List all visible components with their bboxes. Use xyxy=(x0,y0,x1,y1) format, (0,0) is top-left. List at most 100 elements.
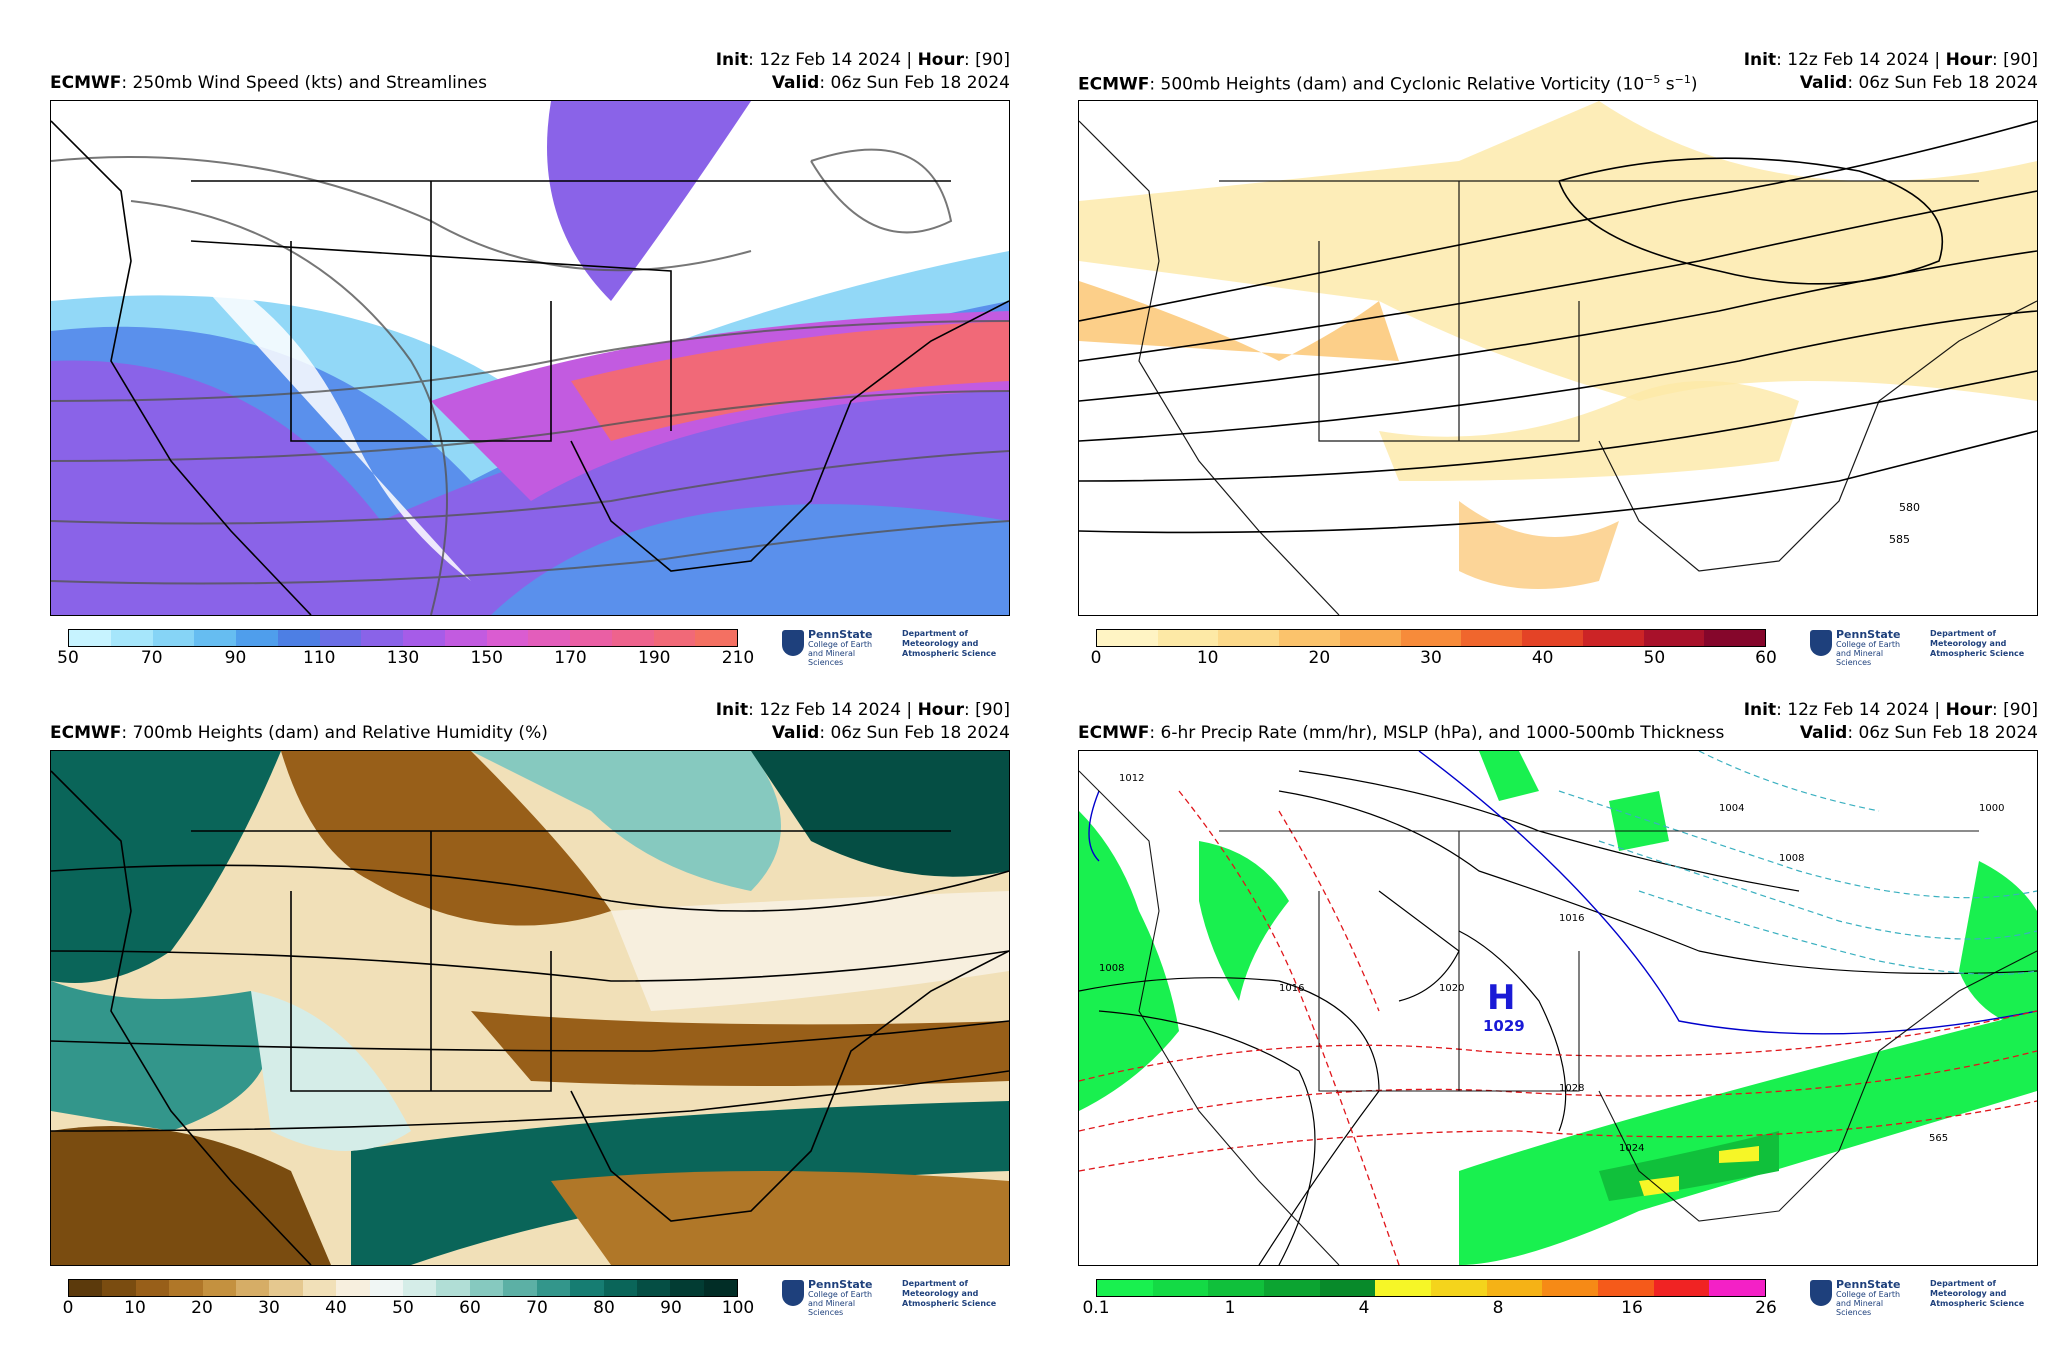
colorbar-tick-label: 100 xyxy=(721,1298,755,1318)
panel-title: ECMWF: 700mb Heights (dam) and Relative … xyxy=(50,723,548,743)
colorbar-tick-label: 70 xyxy=(526,1298,548,1318)
colorbar-tick-label: 150 xyxy=(470,648,503,668)
svg-text:580: 580 xyxy=(1899,501,1920,514)
colorbar-tick-label: 10 xyxy=(1196,648,1219,668)
colorbar-tick-label: 50 xyxy=(57,648,79,668)
pennstate-shield-icon xyxy=(1810,1280,1832,1306)
colorbar-swatch xyxy=(528,630,570,646)
colorbar-swatch xyxy=(110,630,153,646)
colorbar-swatch xyxy=(436,1280,470,1296)
colorbar-tick-label: 16 xyxy=(1621,1298,1643,1318)
svg-text:1016: 1016 xyxy=(1279,983,1304,994)
colorbar-tick-label: 0 xyxy=(62,1298,74,1318)
colorbar-swatch xyxy=(302,1280,337,1296)
colorbar xyxy=(68,1279,738,1297)
colorbar-tick-label: 110 xyxy=(303,648,336,668)
svg-text:1012: 1012 xyxy=(1119,773,1144,784)
colorbar-ticks: 0 10 20 30 40 50 60 70 80 90 100 xyxy=(63,1298,755,1320)
valid-line: Valid: 06z Sun Feb 18 2024 xyxy=(1799,723,2038,743)
vorticity-map: 580 585 xyxy=(1078,100,2038,616)
colorbar-swatch xyxy=(1461,630,1523,646)
colorbar-swatch xyxy=(703,1280,738,1296)
colorbar-swatch xyxy=(570,630,612,646)
colorbar-swatch xyxy=(611,630,654,646)
svg-text:1020: 1020 xyxy=(1439,983,1464,994)
pennstate-logo: PennState College of Earth and Mineral S… xyxy=(1810,628,2040,667)
colorbar xyxy=(1096,1279,1766,1297)
colorbar xyxy=(68,629,738,647)
colorbar-swatch xyxy=(503,1280,537,1296)
colorbar-swatch xyxy=(1264,1280,1320,1296)
colorbar-swatch xyxy=(636,1280,671,1296)
colorbar-swatch xyxy=(102,1280,136,1296)
svg-text:1008: 1008 xyxy=(1099,963,1124,974)
colorbar-tick-label: 40 xyxy=(1531,648,1554,668)
colorbar-swatch xyxy=(1522,630,1583,646)
colorbar-swatch xyxy=(135,1280,170,1296)
colorbar-swatch xyxy=(1208,1280,1265,1296)
colorbar-swatch xyxy=(1709,1280,1766,1296)
high-pressure-value: 1029 xyxy=(1483,1017,1525,1035)
colorbar-swatch xyxy=(361,630,403,646)
init-line: Init: 12z Feb 14 2024 | Hour: [90] xyxy=(1743,700,2038,720)
colorbar-swatch xyxy=(1486,1280,1543,1296)
init-line: Init: 12z Feb 14 2024 | Hour: [90] xyxy=(715,50,1010,70)
colorbar-swatch xyxy=(1152,1280,1209,1296)
colorbar-tick-label: 210 xyxy=(721,648,755,668)
colorbar-swatch xyxy=(603,1280,637,1296)
colorbar-swatch xyxy=(1704,630,1766,646)
colorbar-swatch xyxy=(1598,1280,1654,1296)
colorbar-swatch xyxy=(653,630,696,646)
colorbar-swatch xyxy=(403,630,445,646)
colorbar-swatch xyxy=(69,630,111,646)
colorbar-swatch xyxy=(1653,1280,1710,1296)
humidity-map xyxy=(50,750,1010,1266)
colorbar-swatch xyxy=(486,630,529,646)
colorbar-swatch xyxy=(1400,630,1462,646)
svg-text:1024: 1024 xyxy=(1619,1143,1644,1154)
colorbar-tick-label: 170 xyxy=(554,648,587,668)
colorbar-tick-label: 90 xyxy=(660,1298,682,1318)
colorbar-tick-label: 30 xyxy=(258,1298,280,1318)
colorbar-swatch xyxy=(169,1280,203,1296)
colorbar-swatch xyxy=(1157,630,1219,646)
colorbar-tick-label: 0 xyxy=(1090,648,1102,668)
pennstate-logo: PennState College of Earth and Mineral S… xyxy=(1810,1278,2040,1317)
colorbar xyxy=(1096,629,1766,647)
valid-line: Valid: 06z Sun Feb 18 2024 xyxy=(771,723,1010,743)
colorbar-tick-label: 60 xyxy=(1755,648,1777,668)
colorbar-swatch xyxy=(69,1280,103,1296)
pennstate-shield-icon xyxy=(782,630,804,656)
colorbar-tick-label: 0.1 xyxy=(1082,1298,1110,1318)
panel-title: ECMWF: 6-hr Precip Rate (mm/hr), MSLP (h… xyxy=(1078,723,1725,743)
colorbar-swatch xyxy=(1097,630,1158,646)
colorbar-swatch xyxy=(1582,630,1644,646)
svg-text:565: 565 xyxy=(1929,1133,1948,1144)
colorbar-swatch xyxy=(570,1280,604,1296)
colorbar-tick-label: 10 xyxy=(124,1298,146,1318)
colorbar-tick-label: 40 xyxy=(325,1298,347,1318)
panel-precip-mslp: Init: 12z Feb 14 2024 | Hour: [90] ECMWF… xyxy=(1078,700,2038,1320)
colorbar-swatch xyxy=(236,630,278,646)
colorbar-tick-label: 90 xyxy=(224,648,247,668)
colorbar-ticks: 0.1 1 4 8 16 26 xyxy=(1082,1298,1776,1320)
colorbar-swatch xyxy=(1375,1280,1432,1296)
colorbar-tick-label: 70 xyxy=(140,648,163,668)
colorbar-swatch xyxy=(369,1280,404,1296)
panel-500mb-vorticity: Init: 12z Feb 14 2024 | Hour: [90] ECMWF… xyxy=(1078,50,2038,670)
colorbar-swatch xyxy=(336,1280,370,1296)
pennstate-shield-icon xyxy=(782,1280,804,1306)
colorbar-swatch xyxy=(1431,1280,1487,1296)
colorbar-swatch xyxy=(236,1280,270,1296)
colorbar-swatch xyxy=(469,1280,504,1296)
pennstate-logo: PennState College of Earth and Mineral S… xyxy=(782,628,1012,667)
colorbar-swatch xyxy=(1542,1280,1599,1296)
colorbar-tick-label: 20 xyxy=(191,1298,213,1318)
colorbar-swatch xyxy=(1643,630,1705,646)
colorbar-swatch xyxy=(194,630,236,646)
svg-text:585: 585 xyxy=(1889,533,1910,546)
colorbar-swatch xyxy=(536,1280,571,1296)
colorbar-tick-label: 190 xyxy=(638,648,671,668)
colorbar-tick-label: 30 xyxy=(1420,648,1442,668)
colorbar-tick-label: 80 xyxy=(593,1298,615,1318)
